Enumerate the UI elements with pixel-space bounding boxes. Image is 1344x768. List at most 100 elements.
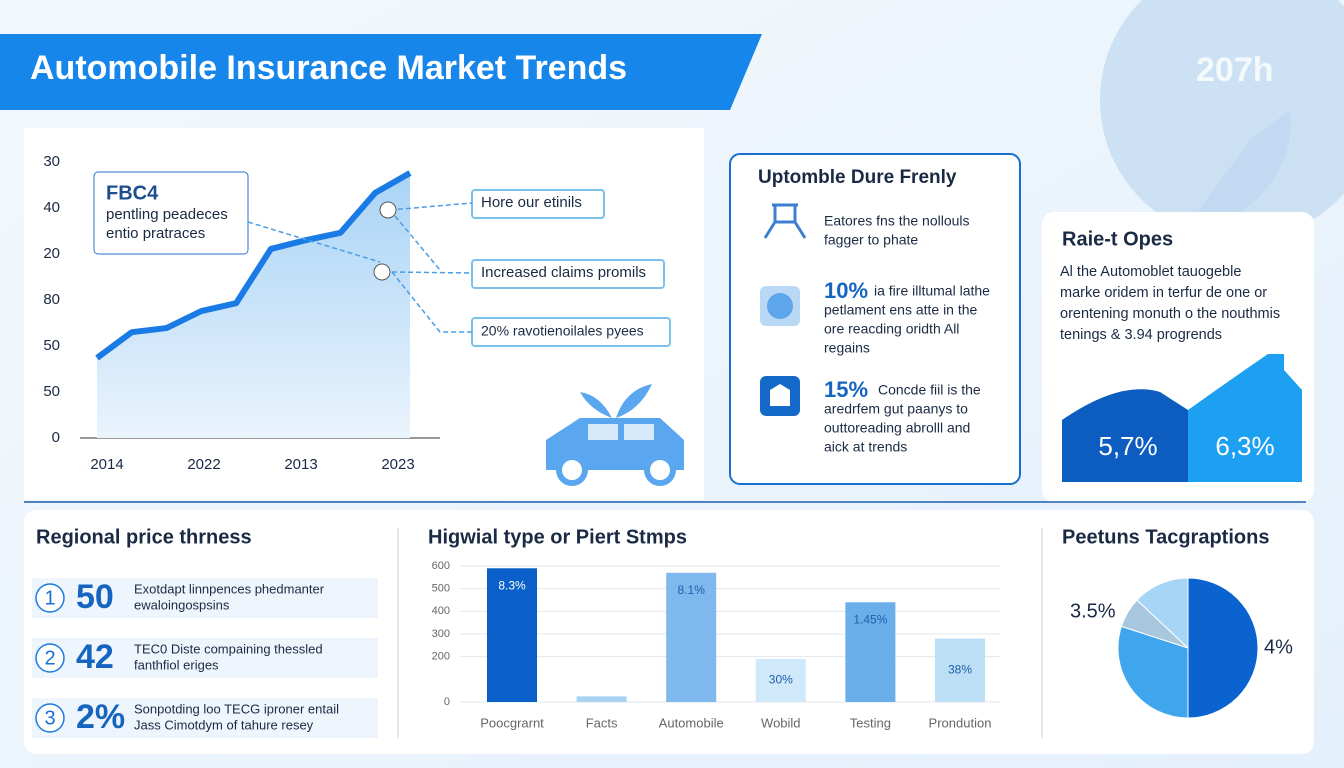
area-shape — [1188, 354, 1302, 482]
pie-slice — [1187, 577, 1259, 719]
bar — [576, 696, 627, 702]
header-title: Automobile Insurance Market Trends — [30, 49, 627, 87]
bar-label: 1.45% — [853, 612, 887, 626]
bar — [755, 658, 806, 702]
list-text: fanthfiol eriges — [134, 657, 219, 672]
list-text: Exotdapt linnpences phedmanter — [134, 581, 325, 596]
pie-slice — [1136, 577, 1189, 650]
pie-slice — [1117, 625, 1189, 719]
stat-text: fagger to phate — [824, 232, 918, 248]
body-text: marke oridem in terfur de one or — [1060, 285, 1267, 301]
y-tick-label: 50 — [43, 383, 60, 400]
legend-box — [93, 171, 249, 255]
icon — [763, 203, 807, 239]
marker — [373, 263, 391, 281]
list-value: 2% — [76, 698, 125, 736]
list-value: 50 — [76, 578, 114, 616]
y-tick-label: 600 — [432, 560, 450, 572]
icon — [770, 384, 790, 406]
y-tick-label: 400 — [432, 605, 450, 617]
x-tick-label: Automobile — [659, 715, 724, 730]
y-tick-label: 0 — [52, 429, 60, 446]
callout-box — [471, 259, 665, 289]
stat-text: ia fire illtumal lathe — [874, 283, 990, 299]
header-band — [0, 34, 762, 110]
y-tick-label: 50 — [43, 337, 60, 354]
list-badge — [35, 643, 65, 673]
stat-text: aredrfem gut paanys to — [824, 401, 968, 417]
y-tick-label: 40 — [43, 199, 60, 216]
chart-title: Peetuns Tacgraptions — [1062, 526, 1269, 548]
callout-text: 20% ravotienoilales pyees — [481, 323, 644, 339]
list-text: TEC0 Diste compaining thessled — [134, 641, 323, 656]
y-tick-label: 20 — [43, 245, 60, 262]
list-number: 3 — [44, 707, 55, 729]
panel-title: Uptomble Dure Frenly — [758, 167, 957, 188]
bar-label: 8.1% — [678, 583, 706, 597]
list-badge — [35, 703, 65, 733]
stat-value: 10% — [824, 278, 868, 303]
legend-title: FBC4 — [106, 182, 159, 204]
x-tick-label: 2014 — [90, 456, 123, 473]
list-row — [32, 638, 378, 678]
area-label: 5,7% — [1098, 431, 1157, 461]
list-badge — [35, 583, 65, 613]
stat-text: ore reacding oridth All — [824, 321, 959, 337]
bar-label: 8.3% — [498, 578, 526, 592]
line — [95, 170, 412, 361]
list-row — [32, 578, 378, 618]
body-text: Al the Automoblet tauogeble — [1060, 264, 1241, 280]
stat-text: Concde fiil is the — [878, 382, 981, 398]
area-shape — [1062, 389, 1188, 482]
stat-text: Eatores fns the nollouls — [824, 213, 970, 229]
x-tick-label: Wobild — [761, 715, 801, 730]
stat-text: outtoreading abrolll and — [824, 420, 970, 436]
pie-label: 4% — [1264, 636, 1293, 658]
panel-title: Raie-t Opes — [1062, 228, 1173, 250]
y-tick-label: 30 — [43, 153, 60, 170]
bar-label: 38% — [948, 662, 972, 676]
list-row — [32, 698, 378, 738]
area-label: 6,3% — [1215, 431, 1274, 461]
y-tick-label: 300 — [432, 628, 450, 640]
area — [97, 173, 410, 439]
list-number: 1 — [44, 587, 55, 609]
car-icon — [546, 384, 684, 486]
stat-text: regains — [824, 340, 870, 356]
y-tick-label: 500 — [432, 583, 450, 595]
x-tick-label: Testing — [850, 715, 891, 730]
decor-circle — [1100, 0, 1344, 240]
badge: 207h — [1196, 51, 1274, 89]
x-tick-label: 2013 — [284, 456, 317, 473]
callout-box — [471, 189, 605, 219]
chart-title: Higwial type or Piert Stmps — [428, 526, 687, 548]
y-tick-label: 80 — [43, 291, 60, 308]
callout-text: Hore our etinils — [481, 194, 582, 211]
x-tick-label: 2023 — [381, 456, 414, 473]
list-text: Sonpotding loo TECG iproner entail — [134, 701, 339, 716]
list-text: ewaloingospsins — [134, 597, 230, 612]
list-text: Jass Cimotdym of tahure resey — [134, 717, 314, 732]
bar — [845, 602, 896, 702]
x-tick-label: Prondution — [929, 715, 992, 730]
stat-text: petlament ens atte in the — [824, 302, 978, 318]
legend-text: entio pratraces — [106, 225, 205, 242]
callout-text: Increased claims promils — [481, 264, 646, 281]
stat-text: aick at trends — [824, 439, 907, 455]
stat-value: 15% — [824, 377, 868, 402]
pie-label: 3.5% — [1070, 600, 1116, 622]
icon — [767, 293, 793, 319]
x-tick-label: Poocgrarnt — [480, 715, 544, 730]
x-tick-label: 2022 — [187, 456, 220, 473]
bar-label: 30% — [769, 673, 793, 687]
body-text: orentening monuth o the nouthmis — [1060, 306, 1280, 322]
x-tick-label: Facts — [586, 715, 618, 730]
leader — [247, 202, 473, 333]
body-text: tenings & 3.94 progrends — [1060, 327, 1222, 343]
list-number: 2 — [44, 647, 55, 669]
bar — [666, 572, 717, 702]
section-title: Regional price thrness — [36, 526, 252, 548]
list-value: 42 — [76, 638, 114, 676]
legend-text: pentling peadeces — [106, 206, 228, 223]
